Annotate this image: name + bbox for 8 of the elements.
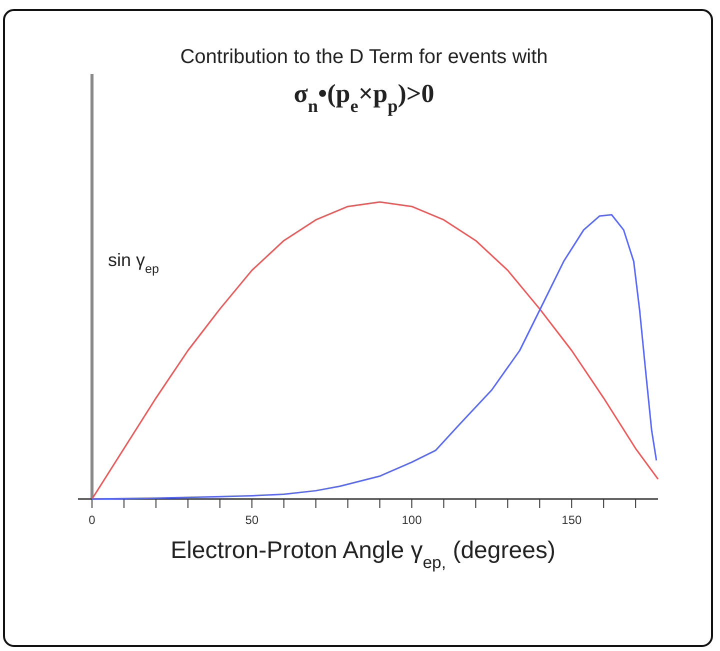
x-tick-label: 100 (402, 513, 422, 527)
x-axis-title: Electron-Proton Angle γ$_{ep,}$ (degrees) (170, 537, 556, 572)
chart-subtitle: σ$_{n}$•(p$_{e}$×p$_{p}$)>0 (294, 79, 434, 116)
chart-title: Contribution to the D Term for events with (180, 46, 548, 68)
text: sin γ$_{ep}$ (108, 250, 160, 276)
x-tick-label: 0 (88, 513, 96, 527)
x-tick-label: 50 (245, 513, 259, 527)
x-tick-label: 150 (562, 513, 582, 527)
